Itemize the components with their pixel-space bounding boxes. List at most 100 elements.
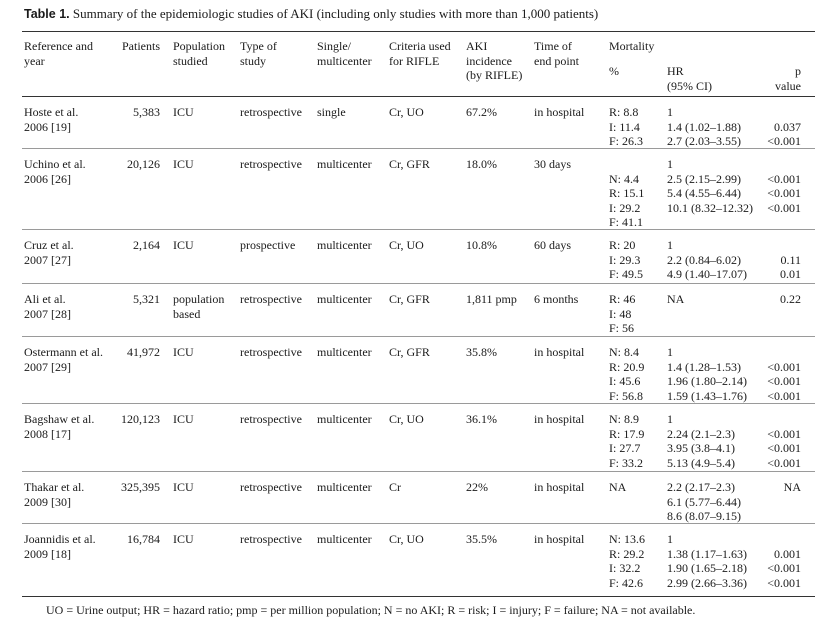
cell-reference-line: 2009 [30] [24,494,71,509]
cell-pct-line: I: 27.7 [609,441,641,455]
header-endpoint-line: end point [534,53,579,68]
cell-endpoint-line: 60 days [534,238,571,252]
cell-pct-line: I: 48 [609,306,632,321]
cell-reference-line: 2006 [26] [24,171,71,186]
cell-endpoint-line: 6 months [534,292,579,306]
cell-pval: 0.037 <0.001 [767,105,801,149]
cell-single: multicenter [317,238,372,253]
cell-pval: 0.001 <0.001 <0.001 [767,532,801,590]
table-rule [22,148,815,149]
cell-pct-line [609,157,644,172]
table-footnote: UO = Urine output; HR = hazard ratio; pm… [46,603,696,617]
cell-single: multicenter [317,345,372,360]
cell-single: multicenter [317,480,372,495]
header-incidence-line: incidence [466,53,512,68]
cell-hr-line: 1 [667,105,673,119]
header-hr-line: (95% CI) [667,78,712,93]
cell-hr-line: 1.38 (1.17–1.63) [667,546,747,561]
cell-type-line: retrospective [240,532,302,546]
cell-reference-line: Uchino et al. [24,157,86,171]
cell-hr-line: 1 [667,238,673,252]
header-patients-line: Patients [122,39,160,53]
cell-incidence: 67.2% [466,105,497,120]
cell-hr-line: 5.13 (4.9–5.4) [667,455,735,470]
cell-type-line: retrospective [240,105,302,119]
cell-pct-line: F: 42.6 [609,575,644,590]
cell-hr-line: 3.95 (3.8–4.1) [667,441,735,455]
cell-hr-line: 2.2 (2.17–2.3) [667,480,735,494]
cell-incidence: 36.1% [466,412,497,427]
cell-reference-line: Bagshaw et al. [24,412,95,426]
cell-endpoint: 30 days [534,157,571,172]
cell-single-line: multicenter [317,480,372,494]
cell-pct: N: 13.6 R: 29.2 I: 32.2 F: 42.6 [609,532,645,590]
cell-type: retrospective [240,345,302,360]
cell-pval-line [767,157,801,172]
cell-reference-line: Ali et al. [24,292,66,306]
header-incidence: AKI incidence (by RIFLE) [466,39,522,83]
header-type: Type of study [240,39,277,68]
cell-patients-line: 41,972 [127,345,160,359]
cell-criteria: Cr, GFR [389,157,430,172]
cell-pval: 0.11 0.01 [780,238,801,282]
header-type-line: study [240,53,267,68]
cell-pval-line: <0.001 [767,426,801,441]
cell-incidence: 1,811 pmp [466,292,517,307]
header-pct-line: % [609,64,619,78]
cell-pval-line [767,345,801,360]
cell-pct-line: R: 17.9 [609,426,645,441]
cell-criteria: Cr, UO [389,238,424,253]
cell-pval-line: <0.001 [767,441,801,455]
cell-reference-line: Ostermann et al. [24,345,103,359]
header-mortality: Mortality [609,39,654,54]
table-title: Summary of the epidemiologic studies of … [72,6,599,21]
cell-single-line: single [317,105,346,119]
header-reference: Reference and year [24,39,93,68]
cell-pval: <0.001 <0.001 <0.001 [767,345,801,403]
cell-population-line: ICU [173,480,194,494]
table-rule [22,471,815,472]
header-reference-line: year [24,53,45,68]
header-endpoint: Time of end point [534,39,579,68]
cell-pct: N: 8.9 R: 17.9 I: 27.7 F: 33.2 [609,412,644,470]
cell-pval-line: <0.001 [767,134,801,148]
cell-criteria: Cr, UO [389,412,424,427]
cell-criteria-line: Cr, GFR [389,292,430,306]
cell-pval: <0.001 <0.001 <0.001 [767,412,801,470]
cell-reference: Ali et al. 2007 [28] [24,292,71,321]
cell-incidence-line: 1,811 pmp [466,292,517,306]
cell-patients: 20,126 [127,157,160,172]
cell-population-line: based [173,306,201,321]
cell-type: retrospective [240,412,302,427]
cell-pct-line: I: 29.2 [609,200,641,215]
cell-pval: 0.22 [780,292,801,307]
header-pct: % [609,64,619,79]
cell-pct: R: 20 I: 29.3 F: 49.5 [609,238,643,282]
cell-single: multicenter [317,412,372,427]
cell-endpoint: in hospital [534,345,584,360]
cell-type-line: retrospective [240,157,302,171]
cell-patients: 2,164 [133,238,160,253]
cell-hr-line: 1 [667,157,673,171]
header-endpoint-line: Time of [534,39,572,53]
cell-endpoint-line: in hospital [534,345,585,359]
cell-single-line: multicenter [317,292,372,306]
table-rule [22,403,815,404]
cell-criteria-line: Cr [389,480,401,494]
header-patients: Patients [122,39,160,54]
cell-endpoint-line: in hospital [534,532,585,546]
header-population: Population studied [173,39,225,68]
cell-single: single [317,105,346,120]
cell-pct-line: F: 41.1 [609,215,644,229]
cell-reference-line: 2007 [27] [24,252,71,267]
cell-hr-line: 1.90 (1.65–2.18) [667,561,747,575]
cell-pct-line: F: 33.2 [609,455,644,470]
cell-pval-line: <0.001 [767,171,801,186]
cell-reference-line: Joannidis et al. [24,532,96,546]
cell-incidence-line: 35.5% [466,532,497,546]
cell-endpoint-line: in hospital [534,412,585,426]
cell-criteria: Cr, UO [389,532,424,547]
cell-endpoint-line: in hospital [534,480,585,494]
header-pval-line: value [775,78,801,93]
cell-incidence-line: 36.1% [466,412,497,426]
